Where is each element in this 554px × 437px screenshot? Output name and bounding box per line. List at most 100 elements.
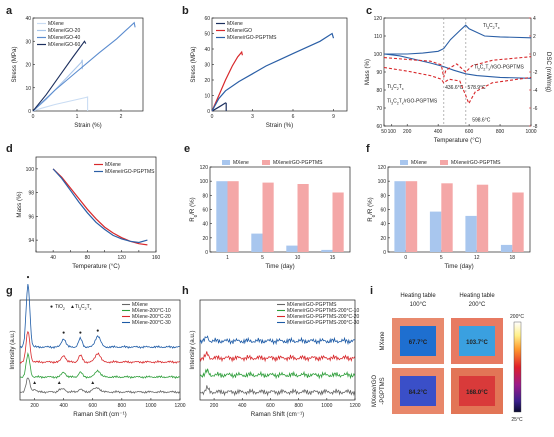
y-axis-label: R0/R (%) bbox=[367, 197, 376, 221]
x-axis-label: Raman Shift (cm⁻¹) bbox=[73, 411, 126, 418]
x-tick-label: 1000 bbox=[145, 403, 156, 409]
spectrum-line bbox=[19, 377, 181, 394]
x-tick-label: 800 bbox=[294, 403, 303, 409]
x-tick-label: 5 bbox=[261, 255, 264, 261]
y-tick-label: 20 bbox=[380, 236, 386, 242]
x-axis-label: Time (day) bbox=[444, 263, 473, 270]
y-tick-label: 20 bbox=[25, 63, 31, 69]
text-run: Temperature (°C) bbox=[72, 263, 120, 270]
y-tick-label: 20 bbox=[204, 78, 210, 84]
x-tick-label: 1 bbox=[76, 114, 79, 120]
y-tick-label: 40 bbox=[25, 16, 31, 22]
x-tick-label: 3 bbox=[251, 114, 254, 120]
y-tick-label: 0 bbox=[205, 250, 208, 256]
subscript: 0 bbox=[193, 214, 198, 217]
series-line bbox=[384, 24, 532, 55]
spectrum-line bbox=[199, 368, 356, 380]
legend-label: MXene/rGO-PGPTMS-200°C-30 bbox=[287, 320, 360, 326]
plot-frame bbox=[35, 156, 157, 253]
x-tick-label: 200 bbox=[403, 129, 412, 135]
subscript: 2 bbox=[63, 307, 65, 311]
y-tick-label: 100 bbox=[26, 167, 35, 173]
x-tick-label: 0 bbox=[211, 114, 214, 120]
legend-label: MXene/rGO-PGPTMS bbox=[105, 169, 155, 175]
legend-label: MXene bbox=[48, 21, 64, 27]
sample-region bbox=[400, 376, 436, 406]
bar bbox=[251, 233, 263, 252]
spectrum-line bbox=[19, 283, 180, 350]
legend-label: MXene bbox=[227, 21, 243, 27]
temperature-reading: 103.7°C bbox=[466, 340, 488, 346]
x-axis-label: Raman Shift (cm⁻¹) bbox=[251, 411, 304, 418]
y-axis-label: Mass (%) bbox=[16, 191, 23, 217]
y-tick-label: 100 bbox=[200, 179, 209, 185]
x-tick-label: 1200 bbox=[174, 403, 185, 409]
text-run: T bbox=[485, 64, 488, 70]
text-run: Raman Shift (cm⁻¹) bbox=[73, 411, 126, 418]
text-run: Strain (%) bbox=[74, 122, 102, 129]
x-tick-label: 200 bbox=[30, 403, 39, 409]
legend-label: MXene-200°C-10 bbox=[132, 308, 171, 314]
peak-marker: ▲ bbox=[32, 380, 37, 386]
plot-frame bbox=[383, 17, 532, 127]
scale-min-label: 25°C bbox=[511, 417, 523, 423]
temperature-reading: 67.7°C bbox=[409, 340, 428, 346]
text-run: T bbox=[495, 23, 498, 29]
x-tick-label: 5 bbox=[440, 255, 443, 261]
text-run: Ti bbox=[483, 23, 487, 29]
y-tick-label: 98 bbox=[28, 191, 34, 197]
column-header: Heating table bbox=[459, 293, 495, 299]
y-tick-label: 100 bbox=[374, 52, 383, 58]
spectrum-line bbox=[19, 330, 180, 364]
legend-label: MXene/GO bbox=[227, 28, 252, 34]
text-run: Ti bbox=[474, 64, 478, 70]
plot-frame bbox=[199, 299, 356, 401]
subscript: x bbox=[498, 26, 500, 30]
x-tick-label: 0 bbox=[404, 255, 407, 261]
y-axis-label: Intensity (a.u.) bbox=[189, 330, 196, 369]
legend-label: MXene bbox=[105, 162, 121, 168]
series-line bbox=[52, 168, 148, 246]
marker-glyph: ▲ bbox=[70, 304, 75, 310]
subscript: 3 bbox=[391, 87, 393, 91]
y-tick-label: 40 bbox=[204, 47, 210, 53]
column-header: 100°C bbox=[410, 302, 427, 308]
y-axis-label: Intensity (a.u.) bbox=[9, 330, 16, 369]
text-run: C bbox=[81, 304, 85, 310]
y-tick-label: 40 bbox=[202, 222, 208, 228]
legend-label: MXene/rGO-PGPTMS bbox=[451, 160, 501, 166]
y-axis-label: Mass (%) bbox=[364, 59, 371, 85]
series-line bbox=[32, 40, 87, 112]
y-tick-label: 100 bbox=[378, 179, 387, 185]
y-tick-label: 0 bbox=[207, 109, 210, 115]
y-tick-label: 60 bbox=[380, 208, 386, 214]
column-header: Heating table bbox=[400, 293, 436, 299]
sample-region bbox=[400, 326, 436, 356]
legend-label: MXene bbox=[411, 160, 427, 166]
y-axis-label: Stress (MPa) bbox=[11, 46, 18, 82]
spectrum-line bbox=[199, 351, 356, 363]
text-run: C bbox=[393, 99, 397, 105]
x-tick-label: 12 bbox=[474, 255, 480, 261]
y-tick-label: 96 bbox=[28, 214, 34, 220]
y-tick-label: 0 bbox=[383, 250, 386, 256]
subscript: x bbox=[90, 307, 92, 311]
text-run: /rGO-PGPTMS bbox=[404, 99, 438, 105]
x-tick-label: 200 bbox=[210, 403, 219, 409]
x-tick-label: 50 bbox=[381, 129, 387, 135]
x-tick-label: 1000 bbox=[525, 129, 536, 135]
annotation: 598.6°C bbox=[472, 118, 491, 124]
legend-label: MXene-200°C-30 bbox=[132, 320, 171, 326]
bar bbox=[332, 192, 344, 252]
legend-label: MXene/GO-60 bbox=[48, 42, 80, 48]
x-tick-label: 600 bbox=[465, 129, 474, 135]
text-run: C bbox=[489, 23, 493, 29]
y-tick-label: 90 bbox=[376, 70, 382, 76]
series-line bbox=[32, 96, 89, 112]
y-tick-label: 80 bbox=[376, 88, 382, 94]
legend-label: MXene/rGO-PGPTMS bbox=[287, 302, 337, 308]
panel-label: f bbox=[366, 143, 370, 155]
text-run: Temperature (°C) bbox=[434, 137, 482, 144]
panel-label: e bbox=[184, 143, 190, 155]
